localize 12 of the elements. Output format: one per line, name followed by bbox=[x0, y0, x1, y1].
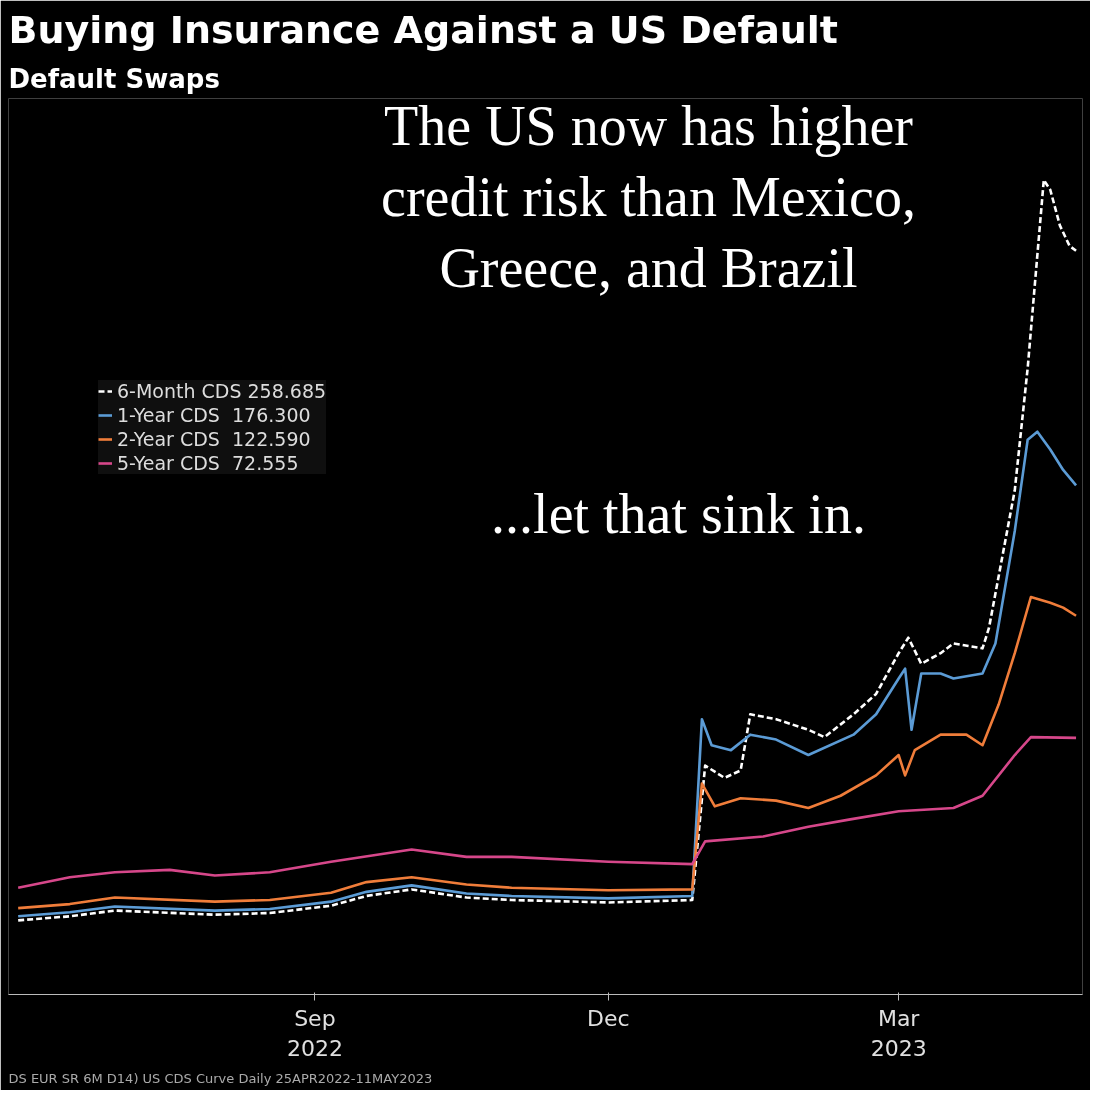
legend-label: 5-Year CDS 72.555 bbox=[117, 452, 299, 474]
x-tick-label: Dec bbox=[587, 1005, 630, 1031]
x-tick-label: Mar 2023 bbox=[870, 1005, 927, 1061]
chart-title: Buying Insurance Against a US Default bbox=[8, 7, 839, 52]
x-tick-label: Sep 2022 bbox=[286, 1005, 343, 1061]
legend-label: 1-Year CDS 176.300 bbox=[117, 404, 311, 426]
chart-subtitle: Default Swaps bbox=[8, 63, 220, 94]
annotation: The US now has higher credit risk than Mexico, Greece, and Brazil bbox=[381, 94, 916, 300]
text: DS EUR SR 6M D14) US CDS Curve Daily 25APR2022-11MAY2023 bbox=[8, 1070, 433, 1086]
legend-label: 6-Month CDS 258.685 bbox=[117, 380, 327, 402]
annotation: ...let that sink in. bbox=[491, 482, 866, 545]
legend-label: 2-Year CDS 122.590 bbox=[117, 428, 311, 450]
